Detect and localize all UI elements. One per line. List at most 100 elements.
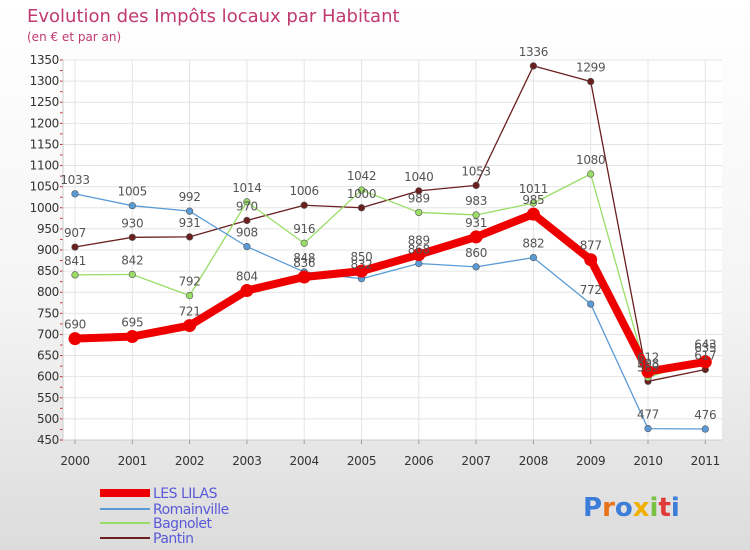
data-label-pantin: 1336 xyxy=(519,45,548,59)
data-point-romainville xyxy=(128,202,136,210)
y-tick-label: 1100 xyxy=(30,159,59,173)
data-point-les-lilas xyxy=(297,270,311,284)
data-label-les-lilas: 836 xyxy=(293,256,315,270)
data-point-pantin xyxy=(587,77,595,86)
logo-letter: r xyxy=(602,493,615,523)
x-tick-label: 2009 xyxy=(576,454,605,468)
data-point-pantin xyxy=(472,181,480,189)
data-point-romainville xyxy=(71,190,79,198)
data-label-les-lilas: 931 xyxy=(465,216,487,230)
data-point-bagnolet xyxy=(243,198,251,206)
data-point-bagnolet xyxy=(472,211,480,219)
data-point-les-lilas xyxy=(526,207,540,221)
data-label-pantin: 930 xyxy=(121,216,143,230)
data-point-romainville xyxy=(186,207,194,215)
data-point-les-lilas xyxy=(355,264,368,278)
series-line-pantin xyxy=(74,65,706,382)
data-point-romainville xyxy=(415,259,423,268)
y-tick-label: 600 xyxy=(37,370,59,384)
data-label-les-lilas: 889 xyxy=(408,234,430,248)
data-label-bagnolet: 643 xyxy=(694,338,716,352)
x-tick-label: 2001 xyxy=(118,454,147,468)
chart-title: Evolution des Impôts locaux par Habitant xyxy=(27,6,400,27)
y-tick-label: 500 xyxy=(37,412,59,426)
y-tick-label: 450 xyxy=(37,433,59,447)
data-label-bagnolet: 792 xyxy=(179,275,201,289)
logo-letter: o xyxy=(615,493,633,523)
data-point-pantin xyxy=(300,201,308,209)
series-bagnolet xyxy=(71,170,709,382)
y-tick-label: 1350 xyxy=(30,53,59,67)
y-tick-label: 1000 xyxy=(30,201,59,215)
y-tick-label: 700 xyxy=(37,327,59,341)
x-tick-label: 2005 xyxy=(347,454,376,468)
data-label-les-lilas: 877 xyxy=(580,239,602,253)
data-label-pantin: 617 xyxy=(694,348,716,362)
data-point-pantin xyxy=(529,62,538,70)
data-label-bagnolet: 983 xyxy=(465,194,487,208)
data-label-romainville: 908 xyxy=(236,226,258,240)
data-label-pantin: 1040 xyxy=(404,170,433,184)
series-les-lilas xyxy=(68,207,712,379)
data-point-les-lilas xyxy=(469,230,483,244)
data-point-bagnolet xyxy=(587,170,595,178)
series-line-romainville xyxy=(74,193,706,430)
data-point-pantin xyxy=(243,216,251,225)
data-label-les-lilas: 635 xyxy=(694,341,716,355)
x-tick-label: 2010 xyxy=(633,454,662,468)
data-label-pantin: 1053 xyxy=(461,164,490,178)
x-tick-label: 2011 xyxy=(691,454,720,468)
data-point-les-lilas xyxy=(183,319,197,333)
data-label-les-lilas: 721 xyxy=(179,305,201,319)
data-point-les-lilas xyxy=(698,355,712,369)
y-tick-label: 950 xyxy=(37,222,59,236)
data-label-romainville: 832 xyxy=(350,258,372,272)
data-label-les-lilas: 612 xyxy=(637,351,659,365)
y-tick-label: 550 xyxy=(37,391,59,405)
data-label-romainville: 848 xyxy=(293,251,315,265)
data-label-romainville: 772 xyxy=(580,283,602,297)
data-label-romainville: 1005 xyxy=(118,185,147,199)
y-tick-label: 750 xyxy=(37,306,59,320)
logo-letter: P xyxy=(583,493,602,523)
logo-text: Proxiti xyxy=(583,493,680,523)
data-label-pantin: 970 xyxy=(236,199,258,213)
data-point-romainville xyxy=(701,425,709,433)
data-label-bagnolet: 841 xyxy=(64,254,86,268)
chart-subtitle: (en € et par an) xyxy=(27,30,121,44)
legend-label-les-lilas: LES LILAS xyxy=(153,486,218,502)
logo-letter: i xyxy=(650,493,659,523)
data-point-romainville xyxy=(243,243,251,251)
data-point-les-lilas xyxy=(240,284,254,298)
data-label-bagnolet: 1042 xyxy=(347,169,376,183)
series-line-les-lilas xyxy=(71,210,710,376)
data-label-bagnolet: 1011 xyxy=(519,182,548,196)
data-point-les-lilas xyxy=(68,332,82,346)
logo-letter: t xyxy=(658,493,670,523)
data-point-les-lilas xyxy=(412,248,426,262)
data-point-bagnolet xyxy=(415,208,423,217)
logo-letter: i xyxy=(671,493,680,523)
data-point-les-lilas xyxy=(125,330,139,344)
data-label-bagnolet: 598 xyxy=(637,357,659,371)
data-point-romainville xyxy=(587,300,595,308)
data-label-pantin: 907 xyxy=(64,226,86,240)
data-point-romainville xyxy=(644,425,652,433)
data-label-bagnolet: 1014 xyxy=(232,181,261,195)
data-label-pantin: 1299 xyxy=(576,61,605,75)
data-label-romainville: 1033 xyxy=(60,173,89,187)
data-point-les-lilas xyxy=(641,365,655,379)
data-label-bagnolet: 1080 xyxy=(576,153,605,167)
data-point-bagnolet xyxy=(186,292,194,300)
data-label-romainville: 860 xyxy=(465,246,487,260)
data-point-romainville xyxy=(472,263,480,271)
y-tick-label: 850 xyxy=(37,264,59,278)
y-tick-label: 900 xyxy=(37,243,59,257)
x-tick-label: 2000 xyxy=(60,454,89,468)
data-label-romainville: 868 xyxy=(408,243,430,257)
data-label-romainville: 477 xyxy=(637,408,659,422)
y-tick-label: 1200 xyxy=(30,116,59,130)
